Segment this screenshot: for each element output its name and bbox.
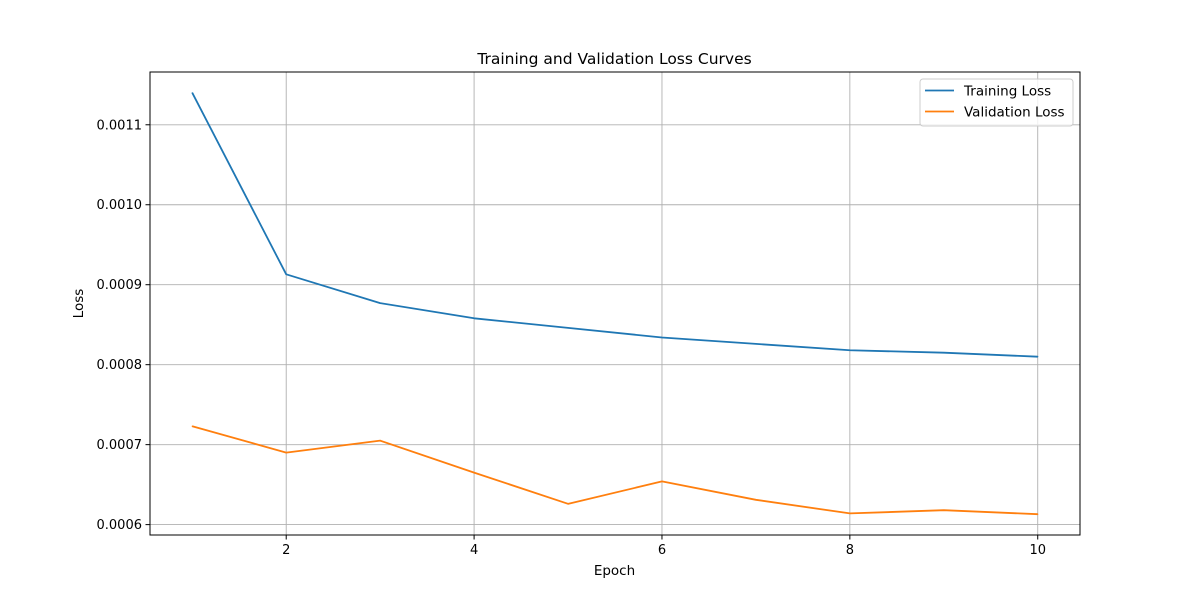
y-tick-label: 0.0008 [97,358,143,373]
plot-frame [149,71,1081,536]
x-tick-label: 8 [846,543,854,558]
axis-ticks: 2 4 6 8 10 0.0006 0.0007 0.0008 0.0009 0.0010 0.00… [97,118,1047,558]
data-point [379,440,381,442]
data-point [1037,513,1039,515]
data-point [943,509,945,511]
y-tick-label: 0.0009 [97,278,143,293]
x-tick-label: 6 [658,543,666,558]
legend-label: Validation Loss [964,105,1065,121]
data-point [1037,356,1039,358]
x-axis-label: Epoch [594,563,635,579]
data-point [285,452,287,454]
x-tick-label: 4 [470,543,478,558]
x-tick-label: 2 [282,543,290,558]
legend: Training Loss Validation Loss [919,78,1074,127]
legend-label: Training Loss [963,84,1051,100]
y-tick-label: 0.0010 [97,198,143,213]
legend-box [919,78,1074,127]
data-point [473,317,475,319]
y-tick-label: 0.0006 [97,518,143,533]
series-line-validation-loss [192,425,1038,516]
data-point [661,336,663,339]
data-point [755,343,757,345]
data-point [849,349,851,351]
chart-title: Training and Validation Loss Curves [476,50,751,68]
data-point [191,92,193,94]
series-lines [191,92,1039,516]
data-point [849,512,851,515]
y-axis-label: Loss [71,289,87,319]
y-tick-label: 0.0007 [97,438,143,453]
data-point [567,503,569,505]
y-tick-label: 0.0011 [97,118,143,133]
data-point [567,327,569,329]
series-line-training-loss [191,92,1038,358]
data-point [285,273,287,275]
data-point [473,472,475,474]
data-point [191,425,193,427]
data-point [943,352,945,354]
data-point [379,302,381,304]
data-point [661,480,663,483]
grid-lines [150,72,1080,535]
data-point [755,499,757,501]
x-tick-label: 10 [1029,543,1046,558]
